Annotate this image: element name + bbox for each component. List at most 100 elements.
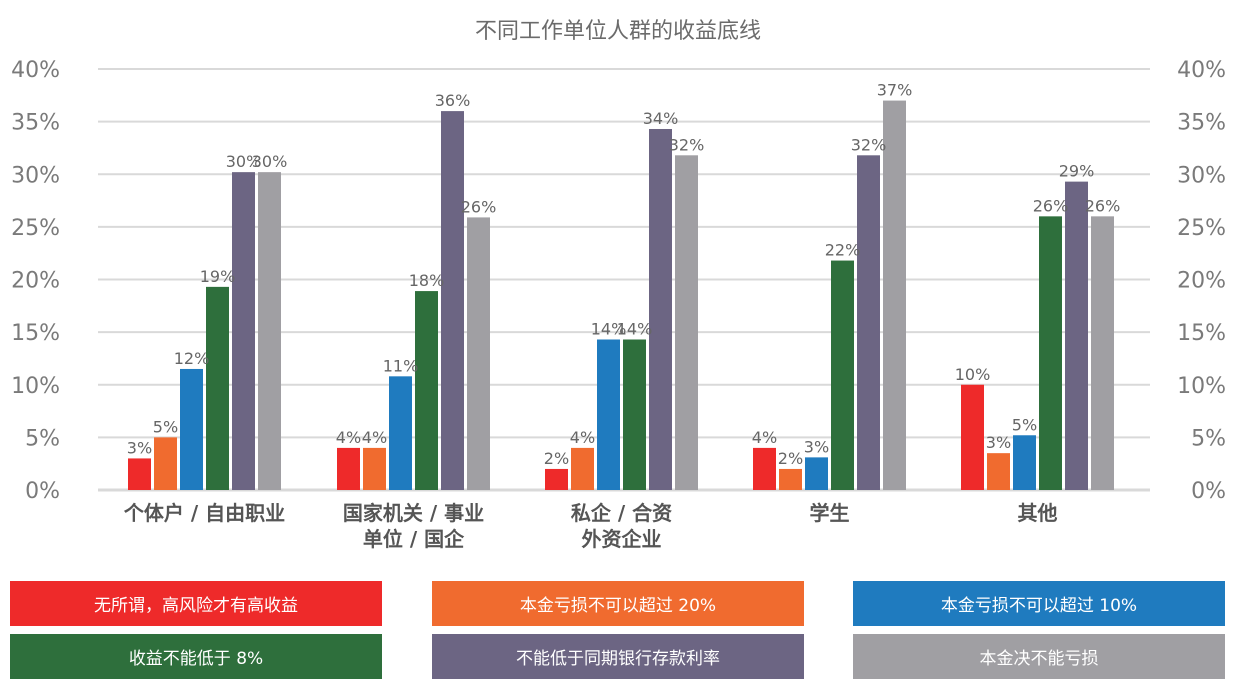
bar-value-label: 14% bbox=[617, 319, 653, 338]
legend-item: 收益不能低于 8% bbox=[10, 634, 382, 679]
bar bbox=[831, 260, 854, 490]
bar bbox=[389, 376, 412, 490]
bar bbox=[545, 468, 568, 490]
bar-value-label: 2% bbox=[778, 449, 803, 468]
legend-label: 本金亏损不可以超过 20% bbox=[519, 596, 717, 616]
y-tick-label-left: 5% bbox=[25, 426, 60, 451]
legend: 无所谓，高风险才有高收益 本金亏损不可以超过 20% 本金亏损不可以超过 10% 收益… bbox=[10, 581, 1228, 681]
legend-label: 无所谓，高风险才有高收益 bbox=[94, 596, 298, 616]
bar bbox=[206, 286, 229, 490]
x-category-label: 其他 bbox=[1018, 501, 1058, 525]
bar-value-label: 3% bbox=[804, 437, 829, 456]
bar bbox=[363, 447, 386, 490]
legend-item: 不能低于同期银行存款利率 bbox=[432, 634, 804, 679]
bar bbox=[961, 384, 984, 490]
bar-value-label: 32% bbox=[851, 135, 887, 154]
bar bbox=[779, 468, 802, 490]
legend-item: 本金决不能亏损 bbox=[853, 634, 1225, 679]
legend-item: 无所谓，高风险才有高收益 bbox=[10, 581, 382, 626]
bar-value-label: 5% bbox=[153, 417, 178, 436]
bar bbox=[154, 437, 177, 490]
bar bbox=[415, 291, 438, 490]
bar-value-label: 34% bbox=[643, 109, 679, 128]
bar bbox=[753, 447, 776, 490]
y-tick-label-left: 15% bbox=[11, 321, 60, 346]
legend-label: 不能低于同期银行存款利率 bbox=[516, 649, 720, 669]
legend-item: 本金亏损不可以超过 10% bbox=[853, 581, 1225, 626]
bar-value-label: 10% bbox=[955, 365, 991, 384]
y-tick-label-right: 5% bbox=[1191, 426, 1226, 451]
y-tick-label-right: 30% bbox=[1177, 163, 1226, 188]
bar bbox=[1091, 216, 1114, 490]
y-axis-right: 0% 5% 10% 15% 20% 25% 30% 35% 40% bbox=[1177, 58, 1226, 504]
bar bbox=[232, 172, 255, 490]
bar-value-label: 36% bbox=[435, 91, 471, 110]
bar bbox=[467, 217, 490, 490]
y-tick-label-left: 20% bbox=[11, 269, 60, 294]
x-category-label: 单位 / 国企 bbox=[363, 527, 465, 551]
bar bbox=[623, 339, 646, 490]
bar-value-label: 4% bbox=[752, 428, 777, 447]
bar-value-label: 37% bbox=[877, 81, 913, 100]
bar bbox=[675, 155, 698, 490]
bar-value-label: 32% bbox=[669, 135, 705, 154]
x-category-label: 国家机关 / 事业 bbox=[343, 501, 484, 525]
bars bbox=[128, 100, 1114, 490]
legend-label: 本金决不能亏损 bbox=[979, 649, 1099, 669]
y-tick-label-left: 30% bbox=[11, 163, 60, 188]
y-tick-label-right: 15% bbox=[1177, 321, 1226, 346]
y-tick-label-right: 20% bbox=[1177, 269, 1226, 294]
bar-value-label: 30% bbox=[252, 152, 288, 171]
bar bbox=[1013, 435, 1036, 490]
bar-value-label: 26% bbox=[1033, 196, 1069, 215]
bar bbox=[337, 447, 360, 490]
bar bbox=[1065, 181, 1088, 490]
bar-value-label: 4% bbox=[570, 428, 595, 447]
bar bbox=[883, 100, 906, 490]
bar bbox=[441, 111, 464, 490]
y-tick-label-left: 10% bbox=[11, 374, 60, 399]
x-category-label: 个体户 / 自由职业 bbox=[123, 501, 285, 525]
bar bbox=[597, 339, 620, 490]
bar-value-label: 18% bbox=[409, 271, 445, 290]
bar-value-label: 26% bbox=[461, 197, 497, 216]
bar-value-label: 29% bbox=[1059, 162, 1095, 181]
chart-title: 不同工作单位人群的收益底线 bbox=[475, 19, 761, 44]
y-tick-label-left: 40% bbox=[11, 58, 60, 83]
bar bbox=[1039, 216, 1062, 490]
bar-value-label: 3% bbox=[127, 438, 152, 457]
bar-value-label: 26% bbox=[1085, 196, 1121, 215]
y-tick-label-right: 25% bbox=[1177, 216, 1226, 241]
y-tick-label-left: 25% bbox=[11, 216, 60, 241]
bar bbox=[128, 458, 151, 490]
legend-label: 收益不能低于 8% bbox=[128, 649, 264, 669]
bar-value-label: 11% bbox=[383, 356, 419, 375]
bar-value-label: 4% bbox=[362, 428, 387, 447]
legend-label: 本金亏损不可以超过 10% bbox=[940, 596, 1138, 616]
x-category-label: 外资企业 bbox=[582, 527, 662, 551]
bar bbox=[180, 368, 203, 490]
x-category-label: 私企 / 合资 bbox=[571, 501, 672, 525]
bar bbox=[571, 447, 594, 490]
y-axis-left: 0% 5% 10% 15% 20% 25% 30% 35% 40% bbox=[11, 58, 60, 504]
legend-item: 本金亏损不可以超过 20% bbox=[432, 581, 804, 626]
bar-value-label: 4% bbox=[336, 428, 361, 447]
bar bbox=[857, 155, 880, 490]
y-tick-label-left: 35% bbox=[11, 111, 60, 136]
y-tick-label-right: 0% bbox=[1191, 479, 1226, 504]
bar bbox=[649, 128, 672, 490]
y-tick-label-right: 35% bbox=[1177, 111, 1226, 136]
bar-value-label: 5% bbox=[1012, 415, 1037, 434]
bar-value-label: 2% bbox=[544, 449, 569, 468]
bar-value-label: 3% bbox=[986, 433, 1011, 452]
bar-value-label: 19% bbox=[200, 267, 236, 286]
bar-value-label: 12% bbox=[174, 349, 210, 368]
bar bbox=[805, 457, 828, 490]
bar bbox=[987, 453, 1010, 490]
y-tick-label-left: 0% bbox=[25, 479, 60, 504]
y-tick-label-right: 40% bbox=[1177, 58, 1226, 83]
x-category-label: 学生 bbox=[810, 501, 850, 525]
bar-value-labels: 3%4%2%4%10%5%4% 4%2%3%12% 11%14%3%5%19% 18%… bbox=[127, 81, 1120, 468]
bar bbox=[258, 172, 281, 490]
